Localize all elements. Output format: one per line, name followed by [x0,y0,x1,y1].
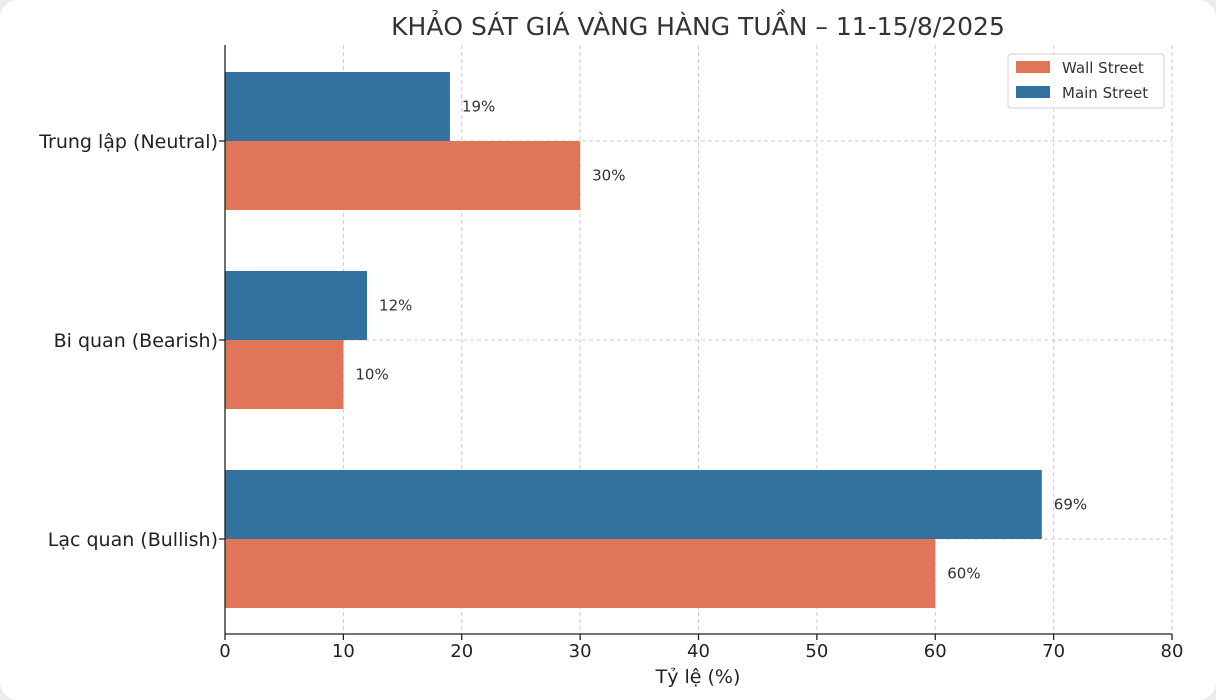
main-street-bar [225,470,1042,539]
x-axis-title: Tỷ lệ (%) [655,666,741,688]
x-tick-label: 50 [805,641,828,662]
legend-label: Main Street [1062,84,1148,102]
legend: Wall Street Main Street [1007,53,1165,109]
data-label: 19% [462,98,495,116]
category-label: Lạc quan (Bullish) [48,529,218,551]
main-street-bar [225,72,450,141]
data-label: 12% [379,297,412,315]
legend-swatch [1016,61,1050,73]
data-label: 10% [355,366,388,384]
x-tick-label: 70 [1042,641,1065,662]
legend-swatch [1016,86,1050,98]
main-street-bar [225,271,368,340]
wall-street-bar [225,141,581,210]
x-tick-label: 30 [569,641,592,662]
x-tick-label: 40 [687,641,710,662]
bars-layer [225,72,1042,608]
legend-label: Wall Street [1062,59,1144,77]
x-tick-label: 10 [332,641,355,662]
category-label: Bi quan (Bearish) [54,330,218,352]
data-label: 30% [592,167,625,185]
wall-street-bar [225,340,344,409]
x-tick-label: 60 [924,641,947,662]
data-label: 60% [947,565,980,583]
x-tick-label: 20 [450,641,473,662]
labels-layer: 0 10 20 30 40 50 60 70 80 Trung lập (Neutral) Bi q… [38,98,1183,663]
category-label: Trung lập (Neutral) [38,131,218,153]
chart-title: KHẢO SÁT GIÁ VÀNG HÀNG TUẦN – 11-15/8/20… [391,9,1005,41]
data-label: 69% [1054,496,1087,514]
x-tick-label: 0 [219,641,230,662]
x-tick-label: 80 [1161,641,1184,662]
wall-street-bar [225,539,936,608]
